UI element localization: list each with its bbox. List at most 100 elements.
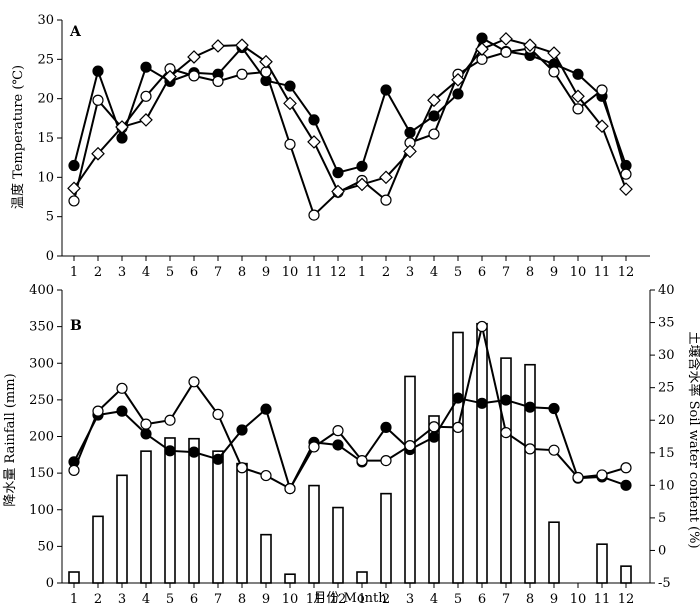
rainfall-bar	[116, 474, 128, 584]
panel-a-y-tick-label: 20	[37, 92, 54, 107]
rainfall-bar	[404, 375, 416, 584]
panel-a-y-tick-label: 0	[46, 249, 54, 264]
rainfall-bar	[188, 437, 200, 584]
rainfall-bar	[548, 521, 560, 584]
rainfall-bar	[284, 573, 296, 584]
panel-a-series-3-point	[427, 93, 441, 108]
panel-a-x-tick-label: 1	[70, 265, 78, 280]
panel-b-series-1-point	[620, 479, 632, 491]
panel-a-series-2-point	[572, 103, 584, 115]
panel-a-series-2-point	[620, 168, 632, 180]
panel-a-x-tick-label: 1	[358, 265, 366, 280]
panel-a-series-1-point	[92, 65, 104, 77]
panel-b-series-2-point	[404, 440, 416, 452]
panel-a-y-tick-label: 30	[37, 13, 54, 28]
panel-b-x-tick-label: 7	[214, 592, 222, 607]
panel-b-series-2-point	[476, 320, 488, 333]
panel-a-series-3-point	[499, 32, 513, 46]
panel-b-x-tick-label: 8	[526, 592, 534, 607]
panel-b-series-2-point	[284, 482, 296, 495]
panel-a-y-axis-label: 温度 Temperature (℃)	[10, 65, 26, 209]
panel-b-series-1-point	[380, 421, 392, 433]
panel-b-series-2-point	[68, 464, 80, 476]
rainfall-bar	[332, 506, 344, 584]
panel-b-y-axis-label: 降水量 Rainfall (mm)	[3, 373, 18, 506]
panel-b-series-2-point	[380, 454, 392, 467]
panel-b-x-tick-label: 12	[330, 592, 347, 607]
panel-b-x-tick-label: 6	[478, 592, 486, 607]
panel-b-y-tick-label: 200	[29, 430, 54, 445]
panel-a-x-tick-label: 3	[118, 265, 126, 280]
panel-b-x-tick-label: 11	[594, 592, 611, 607]
panel-a-series-2-point	[308, 209, 320, 221]
rainfall-bar	[140, 450, 152, 584]
panel-b-series-2-point	[500, 426, 512, 439]
panel-a-series-2-point	[140, 90, 152, 102]
panel-a-x-tick-label: 3	[406, 265, 414, 280]
panel-a-series-1-point	[332, 167, 344, 179]
panel-a-series-2-point	[212, 75, 224, 87]
panel-a-series-1-point	[380, 84, 392, 96]
panel-b-y2-tick-label: 0	[658, 543, 666, 558]
panel-b-series-2-point	[596, 469, 608, 481]
panel-b-y2-tick-label: 40	[658, 283, 675, 298]
panel-a-series-2-point	[500, 46, 512, 58]
rainfall-bar	[212, 450, 224, 584]
panel-a-x-tick-label: 10	[282, 265, 299, 280]
panel-b-x-tick-label: 11	[306, 592, 323, 607]
panel-a-series-3-point	[451, 72, 465, 87]
panel-a-series-2-point	[596, 84, 608, 96]
panel-b-markers	[68, 320, 632, 495]
panel-b-series-2-point	[356, 454, 368, 467]
panel-a-label: A	[69, 24, 82, 40]
panel-b-series-1-point	[452, 392, 464, 404]
panel-a-series-1-point	[572, 68, 584, 80]
panel-b-y-tick-label: 300	[29, 356, 54, 371]
panel-b-series-2-point	[452, 421, 464, 433]
panel-a-series-1-point	[404, 126, 416, 139]
panel-b-label: B	[70, 318, 82, 334]
rainfall-bar	[356, 571, 368, 584]
panel-b-y-tick-label: 400	[29, 283, 54, 298]
panel-a-x-tick-label: 8	[238, 265, 246, 280]
panel-a-series-3-point	[475, 42, 489, 56]
panel-b-x-tick-label: 1	[358, 592, 366, 607]
panel-b-series-2-point	[236, 462, 248, 474]
panel-b-x-tick-label: 10	[282, 592, 299, 607]
rainfall-bar	[524, 363, 536, 584]
panel-b-series-1-point	[428, 431, 440, 443]
rainfall-bar	[308, 484, 320, 584]
panel-a-x-tick-label: 8	[526, 265, 534, 280]
panel-b-series-2-point	[260, 469, 272, 482]
panel-b-y2-tick-label: 10	[658, 478, 675, 493]
panel-b-series-1-point	[116, 405, 128, 417]
panel-a-series-2-point	[548, 66, 560, 78]
panel-a-series-2-point	[380, 194, 392, 206]
panel-b-series-2-point	[92, 405, 104, 417]
panel-b-series-1-point	[188, 446, 200, 458]
panel-b-series-2-point	[188, 376, 200, 388]
panel-b-x-tick-label: 4	[142, 592, 150, 607]
panel-a-series-1-point	[308, 114, 320, 126]
panel-a-markers	[67, 32, 633, 221]
panel-b-series-1-point	[476, 397, 488, 409]
rainfall-bar	[500, 357, 512, 584]
panel-a-series-1-line	[73, 36, 627, 174]
panel-a-series-3-point	[619, 182, 633, 196]
rainfall-bar	[452, 331, 464, 584]
panel-b-y2-tick-label: 5	[658, 511, 666, 526]
panel-b-x-tick-label: 2	[382, 592, 390, 607]
panel-a-x-tick-label: 4	[430, 265, 438, 280]
rainfall-bar	[260, 533, 272, 584]
panel-a-series-1-point	[116, 132, 128, 144]
panel-a-series-2-point	[236, 68, 248, 80]
panel-b-x-tick-label: 10	[570, 592, 587, 607]
panel-a-x-tick-label: 11	[306, 265, 323, 280]
panel-b-y2-tick-label: 15	[658, 446, 675, 461]
panel-b-x-tick-label: 5	[454, 592, 462, 607]
panel-a-series-1-point	[68, 159, 80, 172]
panel-b-y-tick-label: 250	[29, 393, 54, 408]
panel-a-series-2-point	[92, 94, 104, 106]
panel-b-series-2-point	[620, 462, 632, 474]
